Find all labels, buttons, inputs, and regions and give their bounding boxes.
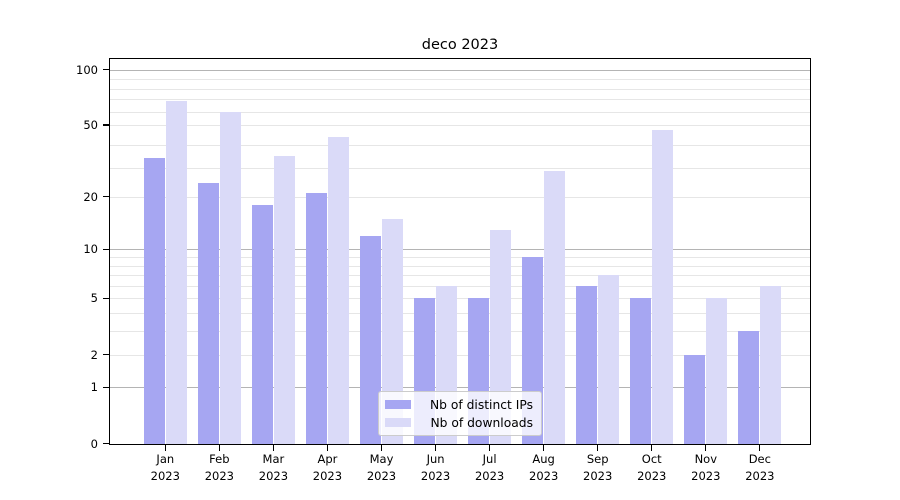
y-tick-label-10: 10 xyxy=(83,242,98,257)
bar-downloads-sep xyxy=(598,275,620,444)
gridline-minor-2 xyxy=(110,354,810,356)
bar-distinct-ips-may xyxy=(360,235,381,444)
bar-downloads-nov xyxy=(706,298,728,444)
x-tick-jul xyxy=(489,445,491,451)
gridline-minor-89 xyxy=(110,79,810,81)
y-tick-label-100: 100 xyxy=(76,62,98,77)
bar-distinct-ips-jan xyxy=(143,157,165,444)
x-tick-sep xyxy=(597,445,599,451)
y-tick-label-2: 2 xyxy=(90,347,98,362)
x-tick-nov xyxy=(705,445,707,451)
bar-distinct-ips-sep xyxy=(576,285,598,444)
gridline-minor-4 xyxy=(110,313,810,315)
gridline-minor-69 xyxy=(110,99,810,101)
x-tick-aug xyxy=(543,445,545,451)
x-tick-mar xyxy=(272,445,274,451)
gridline-minor-3 xyxy=(110,331,810,333)
legend-label-distinct-ips: Nb of distinct IPs xyxy=(429,397,533,412)
gridline-minor-20 xyxy=(110,196,810,198)
gridline-minor-79 xyxy=(110,88,810,90)
x-tick-jun xyxy=(434,445,437,451)
x-tick-label-jun: Jun 2023 xyxy=(420,452,451,483)
bar-downloads-may xyxy=(382,218,403,444)
x-tick-label-nov: Nov 2023 xyxy=(691,452,721,483)
plot-area xyxy=(110,59,810,444)
x-tick-label-dec: Dec 2023 xyxy=(745,452,775,483)
bar-distinct-ips-nov xyxy=(684,354,706,444)
x-tick-label-mar: Mar 2023 xyxy=(258,452,289,483)
gridline-minor-8 xyxy=(110,265,810,267)
y-tick-label-20: 20 xyxy=(83,189,98,204)
y-tick-label-5: 5 xyxy=(90,291,98,306)
legend-swatch-downloads xyxy=(385,417,411,428)
left-spine xyxy=(108,57,110,445)
chart-title: deco 2023 xyxy=(421,37,499,53)
bottom-spine xyxy=(108,443,812,445)
y-tick-label-0: 0 xyxy=(90,436,98,451)
y-tick-50 xyxy=(102,124,109,126)
gridline-minor-9 xyxy=(110,257,810,258)
y-tick-100 xyxy=(102,69,109,71)
y-tick-label-50: 50 xyxy=(83,118,98,133)
x-tick-apr xyxy=(326,445,329,451)
bar-distinct-ips-feb xyxy=(197,182,219,444)
x-tick-oct xyxy=(651,445,653,451)
legend-swatch-distinct-ips xyxy=(385,399,411,410)
bar-downloads-mar xyxy=(273,155,295,444)
x-tick-label-jan: Jan 2023 xyxy=(150,452,180,483)
bar-downloads-jan xyxy=(165,100,187,444)
gridline-minor-50 xyxy=(110,125,810,127)
gridline-minor-59 xyxy=(110,111,810,113)
gridline-minor-7 xyxy=(110,275,810,277)
bar-distinct-ips-mar xyxy=(251,205,273,444)
bar-downloads-aug xyxy=(544,170,566,444)
y-tick-20 xyxy=(102,196,109,198)
x-tick-label-feb: Feb 2023 xyxy=(204,452,234,483)
top-spine xyxy=(108,57,812,59)
legend-label-downloads: Nb of downloads xyxy=(430,415,533,430)
bar-downloads-oct xyxy=(652,129,674,444)
legend-item-downloads: Nb of downloads xyxy=(385,416,533,430)
y-tick-1 xyxy=(102,386,109,388)
y-tick-label-1: 1 xyxy=(90,380,98,395)
bar-downloads-jul xyxy=(490,229,512,444)
bar-downloads-feb xyxy=(219,111,241,444)
gridline-minor-5 xyxy=(110,298,810,300)
x-tick-jan xyxy=(164,445,166,451)
legend-item-distinct-ips: Nb of distinct IPs xyxy=(385,398,533,412)
bar-distinct-ips-dec xyxy=(738,331,760,444)
gridline-major-100 xyxy=(110,69,810,71)
y-tick-5 xyxy=(102,297,109,299)
gridline-major-10 xyxy=(110,249,810,251)
x-tick-may xyxy=(380,445,383,451)
x-tick-label-oct: Oct 2023 xyxy=(637,452,667,483)
x-tick-label-sep: Sep 2023 xyxy=(583,452,613,483)
bar-distinct-ips-apr xyxy=(305,193,327,444)
y-tick-10 xyxy=(102,248,109,250)
gridline-minor-6 xyxy=(110,285,810,287)
x-tick-label-apr: Apr 2023 xyxy=(312,452,343,483)
right-spine xyxy=(810,57,812,445)
bar-downloads-apr xyxy=(327,137,349,444)
x-tick-feb xyxy=(218,445,220,451)
x-tick-label-jul: Jul 2023 xyxy=(474,452,505,483)
gridline-minor-39 xyxy=(110,144,810,146)
y-tick-0 xyxy=(102,442,109,445)
bar-distinct-ips-oct xyxy=(630,298,652,444)
gridline-minor-29 xyxy=(110,168,810,170)
legend: Nb of distinct IPs Nb of downloads xyxy=(378,391,542,436)
y-tick-2 xyxy=(102,353,109,356)
gridline-major-1 xyxy=(110,387,810,389)
x-tick-label-may: May 2023 xyxy=(366,452,397,483)
bar-downloads-dec xyxy=(760,285,782,444)
x-tick-dec xyxy=(759,445,761,451)
x-tick-label-aug: Aug 2023 xyxy=(529,452,559,483)
